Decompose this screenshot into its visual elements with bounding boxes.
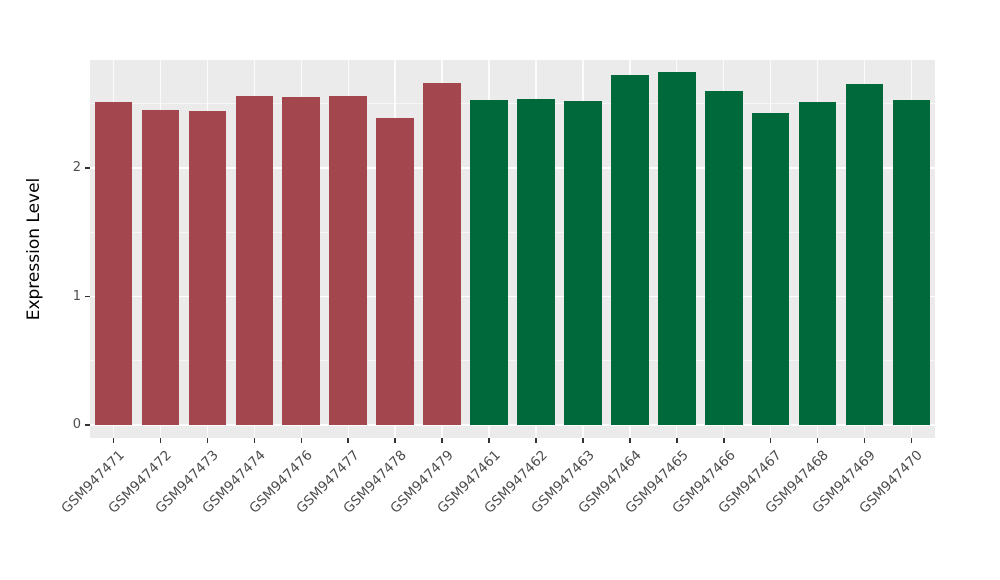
minor-gridline bbox=[90, 231, 935, 233]
x-tick-mark bbox=[910, 438, 913, 443]
x-tick-mark bbox=[441, 438, 443, 443]
bar bbox=[188, 111, 227, 426]
x-tick-mark bbox=[488, 438, 490, 443]
bar bbox=[282, 97, 321, 426]
y-tick-mark bbox=[85, 295, 90, 298]
y-axis-title: Expression Level bbox=[24, 177, 44, 321]
bar bbox=[658, 71, 696, 426]
x-tick-mark bbox=[253, 438, 256, 443]
x-tick-mark bbox=[347, 438, 349, 443]
major-gridline bbox=[90, 295, 935, 298]
bar bbox=[423, 83, 461, 426]
plot-panel bbox=[90, 60, 935, 438]
major-gridline bbox=[90, 167, 935, 169]
bar bbox=[798, 102, 837, 426]
bar bbox=[704, 90, 743, 426]
bar bbox=[611, 75, 649, 426]
bar bbox=[564, 101, 602, 426]
x-tick-mark bbox=[676, 438, 678, 443]
bar bbox=[329, 96, 367, 426]
x-tick-mark bbox=[582, 438, 584, 443]
bar bbox=[141, 110, 180, 426]
minor-gridline bbox=[90, 360, 935, 362]
x-tick-mark bbox=[816, 438, 819, 443]
x-tick-mark bbox=[206, 438, 209, 443]
x-tick-mark bbox=[159, 438, 162, 443]
x-tick-mark bbox=[394, 438, 396, 443]
bar bbox=[892, 99, 931, 426]
bar bbox=[470, 99, 508, 426]
y-tick-label: 0 bbox=[72, 417, 81, 433]
bar bbox=[235, 96, 274, 426]
bar bbox=[94, 102, 133, 426]
x-tick-mark bbox=[863, 438, 866, 443]
y-tick-mark bbox=[85, 424, 90, 426]
minor-gridline bbox=[90, 103, 935, 105]
bar bbox=[751, 112, 790, 426]
y-tick-mark bbox=[85, 167, 90, 169]
bar bbox=[376, 117, 414, 426]
bar bbox=[517, 98, 555, 426]
major-gridline bbox=[90, 424, 935, 426]
x-tick-mark bbox=[300, 438, 302, 443]
y-tick-label: 1 bbox=[72, 288, 81, 304]
bar bbox=[845, 84, 884, 426]
x-tick-mark bbox=[723, 438, 725, 443]
y-tick-label: 2 bbox=[72, 160, 81, 175]
x-tick-mark bbox=[769, 438, 772, 443]
x-tick-mark bbox=[112, 438, 115, 443]
x-tick-mark bbox=[535, 438, 537, 443]
x-tick-mark bbox=[629, 438, 631, 443]
